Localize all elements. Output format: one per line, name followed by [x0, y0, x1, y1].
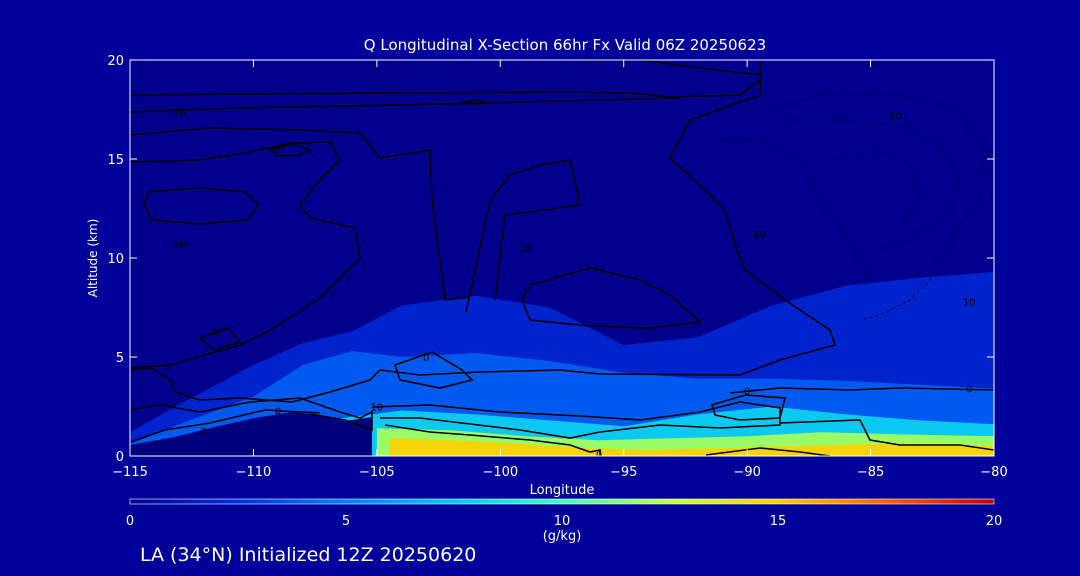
- colorbar-tick-label: 10: [554, 514, 571, 529]
- chart-title: Q Longitudinal X-Section 66hr Fx Valid 0…: [364, 36, 766, 54]
- colorbar-tick-label: 5: [342, 514, 350, 529]
- y-tick-label: 10: [107, 252, 124, 267]
- contour-line: [779, 419, 995, 451]
- humidity-band: [389, 438, 994, 456]
- contour-line: [129, 409, 321, 443]
- x-tick-label: −80: [980, 465, 1007, 480]
- y-axis-ticks: 0 5 10 15 20: [107, 54, 994, 465]
- contour-line: [711, 394, 787, 421]
- contour-line: [129, 97, 681, 113]
- contour-line: [465, 159, 581, 313]
- contour-line: [129, 141, 361, 369]
- x-axis-label: Longitude: [530, 483, 595, 498]
- x-tick-label: −100: [482, 465, 518, 480]
- contour-line: [521, 267, 702, 329]
- dashed-contour-line: [790, 119, 961, 251]
- colorbar-tick-label: 0: [126, 514, 134, 529]
- colorbar-ticks: 0 5 10 15 20: [126, 514, 1002, 529]
- x-tick-label: −95: [610, 465, 637, 480]
- contour-label: 0: [966, 385, 972, 396]
- y-tick-label: 0: [116, 450, 124, 465]
- contour-line: [371, 401, 781, 439]
- contour-line: [393, 351, 474, 389]
- y-axis-label: Altitude (km): [86, 219, 100, 298]
- contour-line: [129, 397, 373, 432]
- contour-label: 0: [275, 407, 281, 418]
- y-tick-label: 5: [116, 351, 124, 366]
- colorbar-tick-label: 15: [770, 514, 787, 529]
- contour-line: [129, 127, 471, 301]
- y-tick-label: 20: [107, 54, 124, 69]
- x-tick-label: −115: [112, 465, 148, 480]
- contour-label: 10: [371, 403, 384, 414]
- colorbar-tick-label: 20: [986, 514, 1003, 529]
- x-tick-label: −105: [359, 465, 395, 480]
- contour-line: [705, 447, 831, 457]
- colorbar: 0 5 10 15 20 (g/kg): [126, 498, 1002, 544]
- contour-label: 10: [519, 244, 532, 255]
- contour-label: 10: [963, 298, 976, 309]
- contour-lines: [129, 59, 995, 457]
- x-axis-ticks: −115 −110 −105 −100 −95 −90 −85 −80: [112, 60, 1008, 480]
- dashed-contours: [720, 94, 986, 321]
- contour-label: 0: [164, 363, 170, 374]
- contour-line: [129, 59, 837, 403]
- terrain-profile: [130, 412, 372, 456]
- contour-line: [461, 99, 487, 105]
- contour-label: 20: [272, 145, 285, 156]
- x-tick-label: −90: [733, 465, 760, 480]
- contour-label: 20: [173, 240, 186, 251]
- y-tick-label: 15: [107, 153, 124, 168]
- contour-line: [198, 327, 242, 351]
- colorbar-gradient: [129, 498, 995, 505]
- x-tick-label: −110: [236, 465, 272, 480]
- contour-label: 0: [201, 426, 207, 437]
- contour-label: 0: [213, 327, 219, 338]
- contour-line: [129, 60, 761, 98]
- contour-line: [268, 143, 313, 157]
- contour-label: 10: [889, 111, 902, 122]
- contour-label: 0: [744, 387, 750, 398]
- contour-line: [143, 187, 260, 225]
- colorbar-label: (g/kg): [543, 529, 582, 544]
- contour-label: 10: [173, 108, 186, 119]
- dashed-contour-line: [720, 139, 871, 281]
- contour-label: 0: [423, 353, 429, 364]
- contour-line: [384, 424, 601, 456]
- init-caption: LA (34°N) Initialized 12Z 20250620: [140, 544, 476, 566]
- x-tick-label: −85: [857, 465, 884, 480]
- contour-label: 10: [753, 230, 766, 241]
- contour-line: [729, 387, 995, 394]
